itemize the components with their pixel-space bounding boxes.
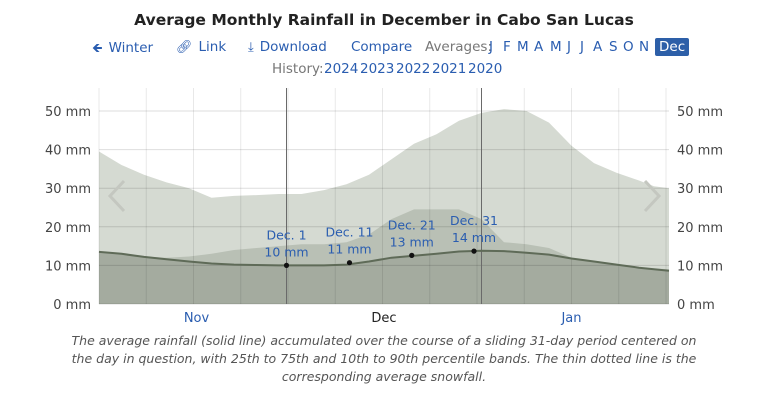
averages-label: Averages: — [425, 39, 493, 55]
x-tick-label: Dec — [371, 311, 396, 326]
link-button[interactable]: 🔗︎ Link — [176, 39, 226, 55]
callout-point — [471, 248, 477, 254]
month-link-11[interactable]: N — [639, 39, 650, 55]
download-label: Download — [259, 39, 327, 55]
y-tick-label-left: 20 mm — [45, 221, 91, 236]
history-year-2023[interactable]: 2023 — [360, 61, 395, 77]
callout-value-label: 14 mm — [452, 230, 496, 245]
toolbar: 🡸 Winter 🔗︎ Link ⤓ Download Compare Average… — [0, 38, 768, 61]
chevron-right-icon[interactable] — [643, 179, 662, 213]
callout-date-label: Dec. 1 — [266, 227, 306, 242]
callout-value-label: 10 mm — [264, 244, 308, 259]
y-tick-label-right: 40 mm — [677, 144, 723, 159]
callout-point — [409, 252, 415, 258]
link-label: Link — [198, 39, 227, 55]
arrow-left-icon: 🡸 — [92, 41, 103, 56]
history-bar: History: 2024 2023 2022 2021 2020 — [0, 61, 768, 79]
callout-value-label: 13 mm — [390, 234, 434, 249]
chart-caption: The average rainfall (solid line) accumu… — [71, 333, 697, 384]
download-button[interactable]: ⤓ Download — [248, 39, 327, 55]
history-label: History: — [272, 61, 324, 77]
month-link-9[interactable]: S — [609, 39, 618, 55]
y-tick-label-left: 30 mm — [45, 182, 91, 197]
month-link-12[interactable]: Dec — [655, 38, 690, 56]
winter-link[interactable]: 🡸 Winter — [92, 39, 153, 61]
y-tick-label-right: 50 mm — [677, 105, 723, 120]
callout-point — [346, 260, 353, 266]
callout-value-label: 11 mm — [327, 242, 371, 257]
page-title: Average Monthly Rainfall in December in … — [134, 11, 634, 29]
median-rainfall-line — [98, 249, 670, 272]
month-link-4[interactable]: A — [534, 39, 544, 55]
link-icon: 🔗︎ — [176, 40, 193, 55]
month-link-1[interactable]: J — [489, 39, 493, 55]
y-tick-label-left: 10 mm — [45, 259, 91, 274]
month-link-10[interactable]: O — [623, 39, 634, 55]
month-link-8[interactable]: A — [593, 39, 603, 55]
callout-point — [283, 262, 290, 268]
month-link-7[interactable]: J — [580, 39, 584, 55]
callout-date-label: Dec. 11 — [325, 225, 373, 240]
history-year-2021[interactable]: 2021 — [432, 61, 467, 77]
y-tick-label-right: 0 mm — [677, 298, 715, 313]
history-year-2022[interactable]: 2022 — [396, 61, 431, 77]
download-icon: ⤓ — [248, 40, 254, 55]
month-link-3[interactable]: M — [517, 39, 529, 55]
history-year-2020[interactable]: 2020 — [468, 61, 503, 77]
y-tick-label-right: 30 mm — [677, 182, 723, 197]
month-link-6[interactable]: J — [567, 39, 571, 55]
month-link-2[interactable]: F — [503, 39, 511, 55]
y-tick-label-left: 0 mm — [53, 298, 91, 313]
x-tick-label: Jan — [560, 311, 581, 326]
callout-date-label: Dec. 31 — [450, 213, 498, 228]
chevron-left-icon[interactable] — [107, 179, 126, 213]
compare-link[interactable]: Compare — [351, 39, 413, 55]
y-tick-label-left: 40 mm — [45, 144, 91, 159]
winter-label: Winter — [108, 40, 154, 56]
callout-date-label: Dec. 21 — [388, 217, 436, 232]
y-tick-label-right: 20 mm — [677, 221, 723, 236]
history-year-2024[interactable]: 2024 — [324, 61, 359, 77]
x-tick-label: Nov — [184, 311, 210, 326]
y-tick-label-left: 50 mm — [45, 105, 91, 120]
month-link-5[interactable]: M — [550, 39, 562, 55]
band-below-median — [99, 250, 669, 304]
y-tick-label-right: 10 mm — [677, 259, 723, 274]
